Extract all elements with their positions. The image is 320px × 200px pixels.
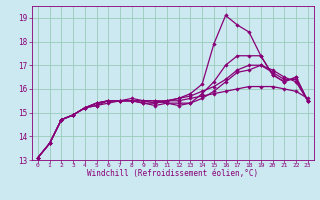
X-axis label: Windchill (Refroidissement éolien,°C): Windchill (Refroidissement éolien,°C) xyxy=(87,169,258,178)
